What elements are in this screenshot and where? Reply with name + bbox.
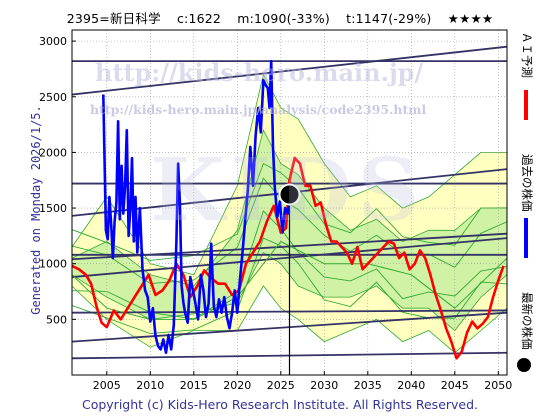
target-price: t:1147(-29%) [346, 11, 432, 26]
watermark-url-small: http://kids-hero.main.jp/analysis/code23… [90, 102, 427, 117]
x-tick-label: 2025 [267, 379, 295, 392]
x-tick-label: 2045 [441, 379, 469, 392]
chart-header: 2395=新日科学 c:1622 m:1090(-33%) t:1147(-29… [0, 8, 560, 27]
generated-date: Generated on Monday 2026/1/5. [29, 105, 43, 315]
legend-dot-latest [517, 358, 531, 372]
current-price: c:1622 [176, 11, 222, 26]
past-price-line [102, 59, 291, 355]
band-guide-line [72, 177, 507, 285]
watermark-logo: KIDS [150, 140, 426, 241]
x-tick-label: 2020 [223, 379, 251, 392]
y-tick-label: 500 [46, 313, 67, 326]
x-tick-label: 2030 [310, 379, 338, 392]
min-price: m:1090(-33%) [237, 11, 330, 26]
x-tick-label: 2010 [136, 379, 164, 392]
y-tick-label: 2000 [39, 146, 67, 159]
y-tick-label: 1000 [39, 258, 67, 271]
x-tick-label: 2015 [180, 379, 208, 392]
channel-line [72, 45, 507, 96]
legend-swatch-past [524, 218, 528, 258]
ai-forecast-line [72, 156, 505, 360]
legend-label-ai: ＡＩ予測 [520, 32, 534, 78]
grid-lines [72, 30, 507, 375]
legend-swatch-ai [524, 90, 528, 120]
latest-marker [278, 183, 301, 375]
x-tick-label: 2005 [93, 379, 121, 392]
trend-guide-line [72, 241, 507, 320]
latest-price-dot [278, 183, 301, 206]
watermark-url-big: http://kids-hero.main.jp/ [95, 58, 424, 87]
y-tick-label: 3000 [39, 35, 67, 48]
rating-stars: ★★★★ [447, 11, 494, 26]
x-tick-label: 2050 [484, 379, 512, 392]
y-tick-label: 2500 [39, 91, 67, 104]
x-tick-label: 2040 [397, 379, 425, 392]
stock-code-name: 2395=新日科学 [66, 11, 161, 26]
legend-label-latest: 最新の株価 [520, 292, 534, 350]
band-guide-line [72, 210, 507, 320]
axis-ticks: 2005 2010 2015 2020 2025 2030 2035 2040 2045 2050… [39, 35, 512, 392]
series-lines [72, 59, 507, 360]
plot-frame [71, 29, 508, 376]
copyright-notice: Copyright (c) Kids-Hero Research Institu… [81, 397, 479, 412]
x-tick-label: 2035 [354, 379, 382, 392]
y-tick-label: 1500 [39, 202, 67, 215]
legend-label-past: 過去の株価 [520, 154, 534, 212]
